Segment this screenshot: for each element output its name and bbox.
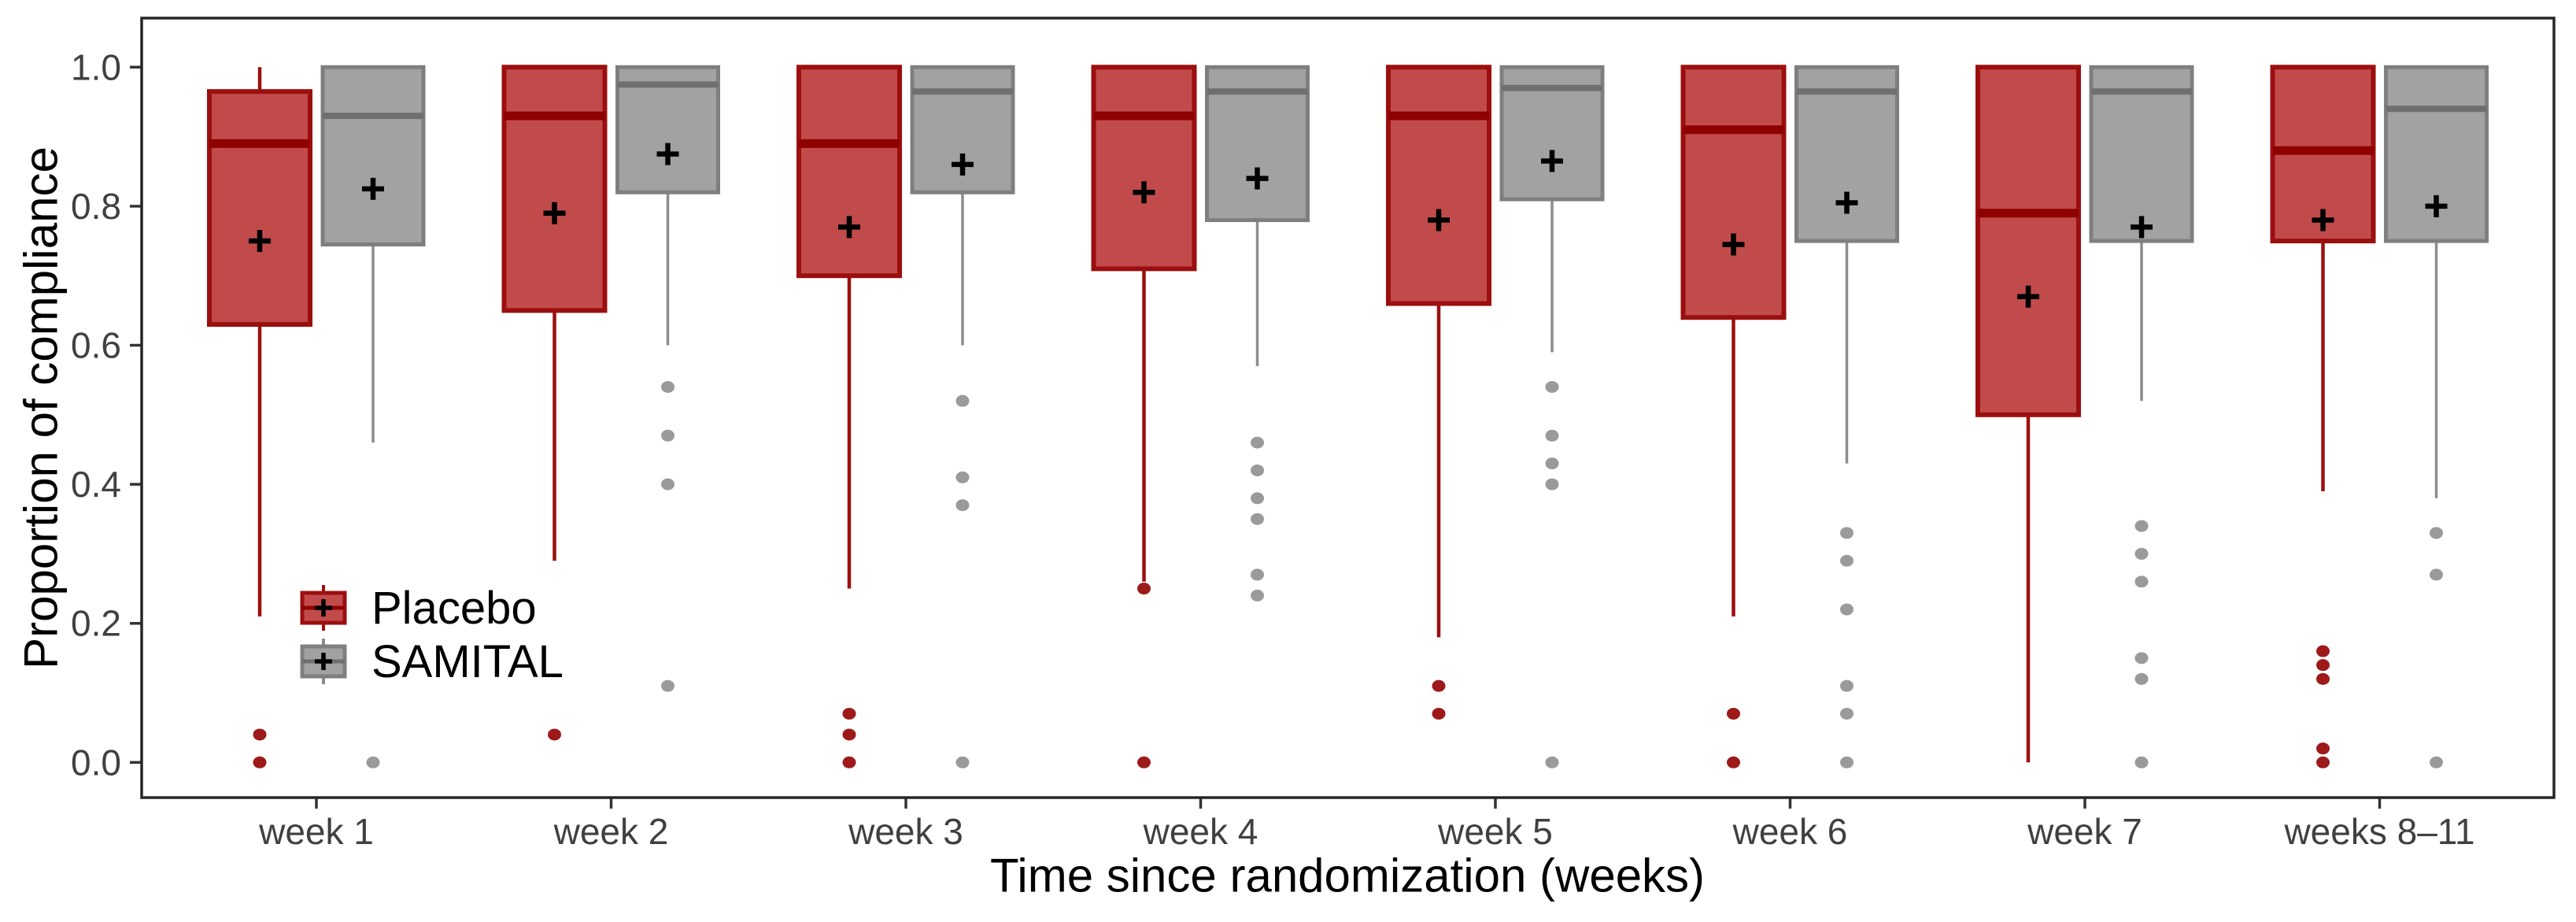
outlier-point-samital	[366, 756, 380, 768]
y-tick-label: 1.0	[71, 46, 121, 87]
outlier-point-placebo	[253, 728, 267, 741]
box-placebo	[1386, 65, 1491, 306]
panel-border	[140, 17, 2556, 799]
box-placebo	[1975, 65, 2081, 417]
outlier-point-samital	[1545, 457, 1559, 470]
box-samital	[2089, 65, 2194, 243]
outlier-point-placebo	[548, 728, 561, 741]
outlier-point-placebo	[1432, 679, 1446, 692]
boxplot-key-icon	[299, 581, 348, 635]
outlier-point-samital	[1840, 603, 1853, 616]
outlier-point-samital	[1251, 464, 1264, 476]
outlier-point-samital	[1840, 554, 1853, 567]
outlier-point-samital	[1545, 478, 1559, 491]
box-placebo	[1680, 65, 1787, 320]
outlier-point-placebo	[253, 756, 267, 768]
outlier-point-placebo	[842, 756, 856, 768]
outlier-point-samital	[2134, 672, 2149, 685]
outlier-point-placebo	[2316, 756, 2330, 768]
x-tick-label: week 6	[1732, 811, 1848, 852]
outlier-point-samital	[661, 429, 674, 442]
outlier-point-samital	[955, 499, 970, 512]
outlier-point-samital	[1545, 429, 1559, 442]
legend-label-placebo: Placebo	[371, 582, 537, 634]
x-tick-label: weeks 8–11	[2283, 811, 2474, 852]
outlier-point-samital	[2430, 756, 2443, 768]
legend-boxplot-glyph	[300, 639, 347, 684]
outlier-point-placebo	[2316, 742, 2330, 755]
outlier-point-samital	[2430, 568, 2443, 581]
outlier-point-samital	[1251, 568, 1264, 581]
outlier-point-samital	[1545, 380, 1559, 393]
outlier-point-placebo	[2316, 659, 2330, 672]
outlier-point-samital	[955, 756, 970, 768]
outlier-point-samital	[661, 478, 674, 491]
x-tick-label: week 3	[848, 811, 963, 852]
outlier-point-samital	[1840, 679, 1853, 692]
box-samital	[320, 65, 426, 246]
outlier-point-placebo	[2316, 672, 2330, 685]
outlier-point-samital	[2134, 576, 2149, 588]
y-tick-label: 0.0	[71, 742, 121, 783]
outlier-point-samital	[2134, 756, 2149, 768]
x-axis-title: Time since randomization (weeks)	[989, 849, 1706, 902]
outlier-point-samital	[2134, 652, 2149, 665]
box-placebo	[207, 89, 312, 328]
outlier-point-samital	[661, 380, 674, 393]
outlier-point-samital	[1251, 513, 1264, 525]
outlier-point-samital	[1251, 436, 1264, 449]
outlier-point-samital	[1840, 756, 1853, 768]
box-placebo	[1091, 65, 1197, 272]
outlier-point-placebo	[842, 728, 856, 741]
y-tick-label: 0.8	[71, 186, 121, 227]
x-tick-label: week 1	[258, 811, 374, 852]
legend-entry-placebo: Placebo	[299, 581, 564, 635]
legend-boxplot-glyph	[300, 585, 347, 631]
outlier-point-samital	[1251, 589, 1264, 602]
outlier-point-placebo	[1432, 707, 1446, 720]
y-tick-label: 0.6	[71, 325, 121, 366]
outlier-point-placebo	[1137, 756, 1151, 768]
y-axis-title: Proportion of compliance	[14, 146, 68, 669]
box-placebo	[796, 65, 902, 279]
y-tick-label: 0.2	[71, 603, 121, 644]
outlier-point-samital	[955, 471, 970, 483]
outlier-point-placebo	[1137, 583, 1151, 595]
box-placebo	[501, 65, 608, 313]
boxplot-key-icon	[299, 635, 348, 688]
x-tick-label: week 7	[2027, 811, 2142, 852]
legend: Placebo SAMITAL	[299, 581, 564, 688]
legend-entry-samital: SAMITAL	[299, 635, 564, 688]
x-tick-label: week 4	[1143, 811, 1258, 852]
legend-label-samital: SAMITAL	[371, 635, 564, 687]
outlier-point-placebo	[1727, 756, 1740, 768]
outlier-point-samital	[1840, 527, 1853, 539]
box-samital	[615, 65, 720, 194]
outlier-point-placebo	[1727, 707, 1740, 720]
outlier-point-placebo	[2316, 645, 2330, 657]
outlier-point-samital	[2430, 527, 2443, 539]
x-tick-label: week 2	[553, 811, 669, 852]
outlier-point-samital	[2134, 547, 2149, 560]
outlier-point-samital	[955, 394, 970, 407]
x-tick-label: week 5	[1437, 811, 1553, 852]
outlier-point-samital	[661, 679, 674, 692]
outlier-point-samital	[1251, 492, 1264, 505]
outlier-point-samital	[1545, 756, 1559, 768]
y-tick-label: 0.4	[71, 464, 121, 505]
outlier-point-samital	[1840, 707, 1853, 720]
outlier-point-samital	[2134, 520, 2149, 532]
outlier-point-placebo	[842, 707, 856, 720]
